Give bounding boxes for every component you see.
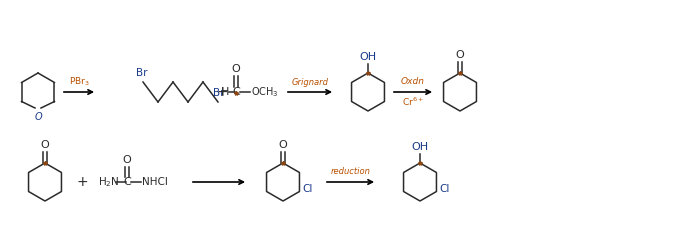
Text: Oxdn: Oxdn (401, 77, 425, 86)
Text: PBr$_3$: PBr$_3$ (69, 76, 90, 88)
Text: C: C (232, 87, 240, 97)
Text: H$_2$N: H$_2$N (98, 175, 120, 189)
Text: +: + (76, 175, 88, 189)
Text: OH: OH (359, 52, 377, 62)
Text: O: O (232, 64, 240, 74)
Text: C: C (123, 177, 131, 187)
Text: OCH$_3$: OCH$_3$ (251, 85, 279, 99)
Text: O: O (279, 140, 288, 150)
Text: Cl: Cl (440, 184, 450, 194)
Text: Cr$^{6+}$: Cr$^{6+}$ (402, 96, 424, 108)
Text: Grignard: Grignard (291, 78, 328, 87)
Text: Br: Br (136, 68, 148, 78)
Text: Cl: Cl (302, 184, 313, 194)
Text: OH: OH (412, 142, 428, 152)
Text: H: H (220, 87, 229, 97)
Text: O: O (122, 155, 132, 165)
Text: +: + (216, 85, 228, 99)
Text: O: O (34, 112, 42, 122)
Text: Br: Br (214, 88, 225, 98)
Text: reduction: reduction (330, 167, 370, 176)
Text: O: O (456, 50, 464, 60)
Text: O: O (41, 140, 50, 150)
Text: NHCl: NHCl (142, 177, 168, 187)
